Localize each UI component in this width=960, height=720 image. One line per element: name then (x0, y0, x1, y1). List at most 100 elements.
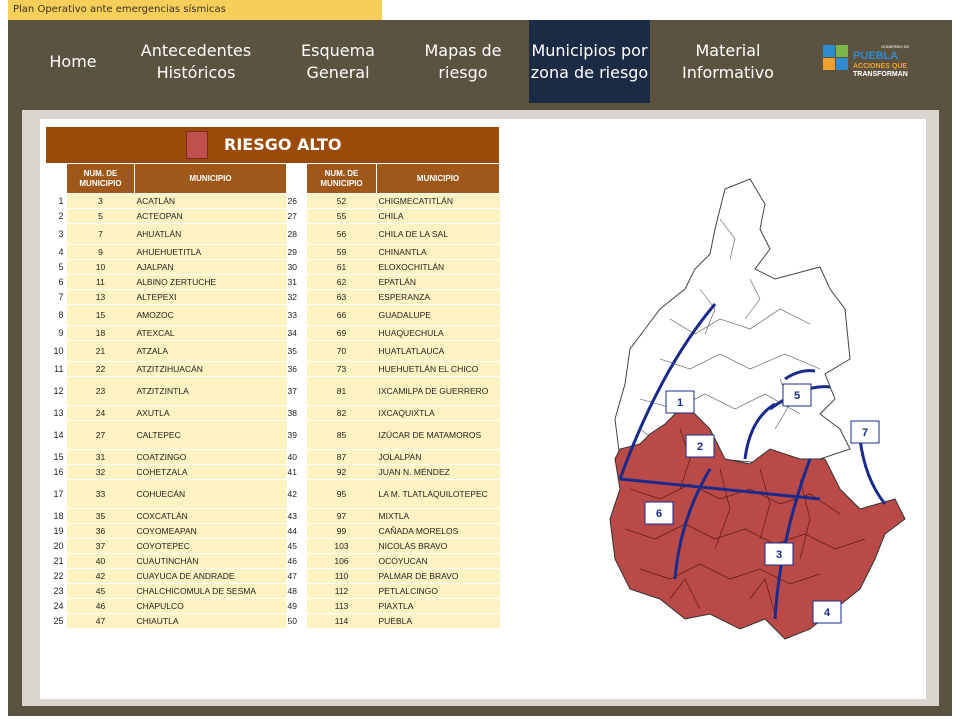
cell-m1: ALBINO ZERTUCHE (134, 274, 287, 290)
cell-m2: CHIGMECATITLÁN (376, 193, 500, 209)
cell-n1: 47 (66, 613, 135, 629)
cell-j: 35 (286, 340, 307, 362)
top-title-bar: Plan Operativo ante emergencias sísmicas (8, 0, 382, 20)
cell-m2: HUAQUECHULA (376, 325, 500, 341)
table-row: 10 21 ATZALA 35 70 HUATLATLAUCA (46, 340, 500, 362)
cell-i: 18 (46, 508, 67, 524)
cell-n2: 85 (306, 420, 377, 450)
cell-m1: COHETZALA (134, 464, 287, 480)
table-row: 12 23 ATZITZINTLA 37 81 IXCAMILPA DE GUERRERO (46, 376, 500, 406)
table-row: 2 5 ACTEOPAN 27 55 CHILA (46, 208, 500, 224)
cell-n2: 87 (306, 449, 377, 465)
cell-n2: 52 (306, 193, 377, 209)
cell-m1: AXUTLA (134, 405, 287, 421)
cell-n2: 61 (306, 259, 377, 275)
cell-n2: 70 (306, 340, 377, 362)
nav-esquema[interactable]: Esquema General (301, 40, 375, 82)
cell-i: 16 (46, 464, 67, 480)
cell-i: 6 (46, 274, 67, 290)
nav-antecedentes[interactable]: Antecedentes Históricos (140, 40, 252, 82)
nav-mapas[interactable]: Mapas de riesgo (424, 40, 502, 82)
cell-n1: 35 (66, 508, 135, 524)
cell-n1: 13 (66, 289, 135, 305)
cell-m2: CHILA DE LA SAL (376, 223, 500, 245)
cell-i: 21 (46, 553, 67, 569)
table-row: 7 13 ALTEPEXI 32 63 ESPERANZA (46, 289, 500, 305)
cell-i: 1 (46, 193, 67, 209)
cell-n1: 40 (66, 553, 135, 569)
cell-n1: 9 (66, 244, 135, 260)
cell-n1: 24 (66, 405, 135, 421)
cell-j: 44 (286, 523, 307, 539)
high-risk-swatch (186, 131, 208, 159)
table-row: 20 37 COYOTEPEC 45 103 NICOLÁS BRAVO (46, 538, 500, 554)
cell-m2: EPATLÁN (376, 274, 500, 290)
cell-j: 40 (286, 449, 307, 465)
table-row: 17 33 COHUECÁN 42 95 LA M. TLATLAQUILOTEPEC (46, 479, 500, 509)
nav-home[interactable]: Home (49, 51, 97, 71)
cell-m2: CHILA (376, 208, 500, 224)
cell-n1: 31 (66, 449, 135, 465)
zone-label-2: 2 (697, 441, 703, 453)
cell-n2: 73 (306, 361, 377, 377)
table-row: 1 3 ACATLÁN 26 52 CHIGMECATITLÁN (46, 193, 500, 209)
cell-m2: IXCAQUIXTLA (376, 405, 500, 421)
cell-i: 3 (46, 223, 67, 245)
cell-n1: 23 (66, 376, 135, 406)
cell-m1: ACATLÁN (134, 193, 287, 209)
cell-m2: LA M. TLATLAQUILOTEPEC (376, 479, 500, 509)
cell-n1: 32 (66, 464, 135, 480)
cell-m1: COYOTEPEC (134, 538, 287, 554)
cell-i: 13 (46, 405, 67, 421)
cell-m2: HUEHUETLÁN EL CHICO (376, 361, 500, 377)
zone-label-4: 4 (824, 607, 831, 619)
top-title: Plan Operativo ante emergencias sísmicas (13, 4, 226, 15)
content-frame: RIESGO ALTO NUM. DE MUNICIPIO MUNICIPIO … (22, 110, 939, 706)
cell-m2: PIAXTLA (376, 598, 500, 614)
cell-i: 22 (46, 568, 67, 584)
cell-j: 41 (286, 464, 307, 480)
svg-text:ACCIONES QUE: ACCIONES QUE (853, 63, 907, 70)
cell-i: 10 (46, 340, 67, 362)
risk-table: NUM. DE MUNICIPIO MUNICIPIO NUM. DE MUNI… (46, 163, 500, 629)
cell-m2: OCOYUCAN (376, 553, 500, 569)
cell-j: 33 (286, 304, 307, 326)
cell-m1: CALTEPEC (134, 420, 287, 450)
cell-j: 47 (286, 568, 307, 584)
cell-j: 31 (286, 274, 307, 290)
zone-label-1: 1 (677, 397, 683, 409)
table-title: RIESGO ALTO (224, 135, 342, 154)
cell-m2: HUATLATLAUCA (376, 340, 500, 362)
cell-j: 38 (286, 405, 307, 421)
cell-m1: ALTEPEXI (134, 289, 287, 305)
svg-text:GOBIERNO DE: GOBIERNO DE (881, 44, 910, 49)
cell-i: 14 (46, 420, 67, 450)
cell-i: 20 (46, 538, 67, 554)
cell-m2: PETLALCINGO (376, 583, 500, 599)
cell-n2: 82 (306, 405, 377, 421)
cell-m2: PUEBLA (376, 613, 500, 629)
zone-label-3: 3 (776, 549, 782, 561)
cell-j: 42 (286, 479, 307, 509)
cell-m1: CHAPULCO (134, 598, 287, 614)
cell-j: 28 (286, 223, 307, 245)
nav-material[interactable]: Material Informativo (682, 40, 774, 82)
cell-n2: 56 (306, 223, 377, 245)
cell-n1: 46 (66, 598, 135, 614)
table-row: 6 11 ALBINO ZERTUCHE 31 62 EPATLÁN (46, 274, 500, 290)
cell-n1: 33 (66, 479, 135, 509)
cell-n1: 21 (66, 340, 135, 362)
table-row: 5 10 AJALPAN 30 61 ELOXOCHITLÁN (46, 259, 500, 275)
cell-i: 5 (46, 259, 67, 275)
nav-municipios[interactable]: Municipios por zona de riesgo (529, 20, 650, 103)
cell-m2: NICOLÁS BRAVO (376, 538, 500, 554)
zone-label-7: 7 (862, 427, 868, 439)
cell-m2: JUAN N. MÉNDEZ (376, 464, 500, 480)
table-row: 3 7 AHUATLÁN 28 56 CHILA DE LA SAL (46, 223, 500, 245)
table-row: 23 45 CHALCHICOMULA DE SESMA 48 112 PETLALCIN… (46, 583, 500, 599)
cell-m1: COHUECÁN (134, 479, 287, 509)
cell-j: 50 (286, 613, 307, 629)
table-row: 21 40 CUAUTINCHÁN 46 106 OCOYUCAN (46, 553, 500, 569)
cell-m1: CUAYUCA DE ANDRADE (134, 568, 287, 584)
cell-m2: PALMAR DE BRAVO (376, 568, 500, 584)
